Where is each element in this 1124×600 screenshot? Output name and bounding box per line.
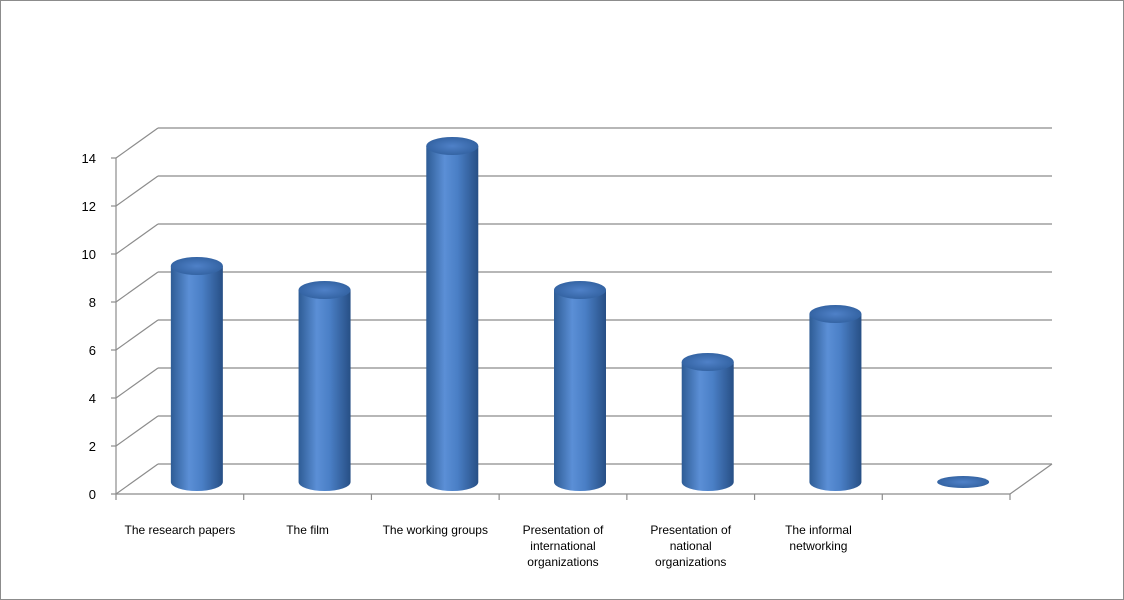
floor-right-edge — [1009, 463, 1053, 495]
bar — [298, 281, 351, 491]
bar — [809, 305, 862, 491]
x-tick-label: The working groups — [383, 523, 488, 537]
bar — [937, 476, 990, 488]
bar — [554, 281, 606, 491]
axes — [111, 157, 1053, 500]
y-tick-label: 8 — [89, 295, 96, 310]
gridline — [115, 127, 1052, 159]
x-tick-label: Presentation of national organizations — [650, 523, 731, 569]
y-tick-label: 2 — [89, 439, 96, 454]
y-tick-label: 0 — [89, 487, 96, 502]
gridline — [115, 223, 1052, 255]
y-tick-label: 4 — [89, 391, 96, 406]
bar — [426, 137, 479, 491]
y-tick-label: 14 — [82, 151, 96, 166]
x-tick-label: The research papers — [124, 523, 235, 537]
labels: 0 2 4 6 8 10 12 14 The research papers The film Th… — [82, 151, 852, 569]
x-tick-label: Presentation of international organization… — [523, 523, 604, 569]
bars — [170, 137, 990, 491]
y-tick-label: 10 — [82, 247, 96, 262]
y-tick-label: 12 — [82, 199, 96, 214]
y-tick-label: 6 — [89, 343, 96, 358]
x-tick-label: The informal networking — [785, 523, 852, 553]
gridline — [115, 175, 1052, 207]
gridline — [115, 271, 1052, 303]
x-tick-label: The film — [286, 523, 329, 537]
bar — [681, 353, 734, 491]
bar — [170, 257, 223, 491]
